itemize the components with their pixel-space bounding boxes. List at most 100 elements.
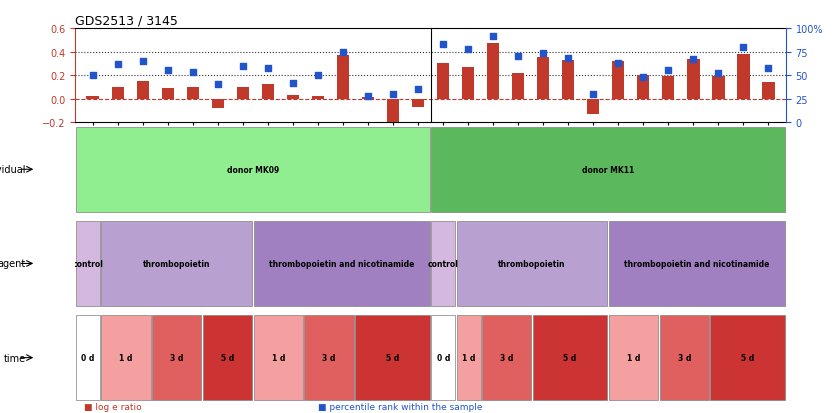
Text: control: control	[73, 259, 104, 268]
Point	[611, 60, 624, 67]
Point	[186, 70, 200, 76]
Text: donor MK09: donor MK09	[227, 165, 279, 174]
FancyBboxPatch shape	[76, 221, 99, 306]
Text: 1 d: 1 d	[120, 353, 133, 362]
Point	[636, 74, 650, 81]
Text: 3 d: 3 d	[170, 353, 183, 362]
Bar	[436, 64, 449, 100]
FancyBboxPatch shape	[609, 221, 785, 306]
Text: agent: agent	[0, 259, 25, 269]
Bar	[612, 62, 624, 100]
Point	[212, 82, 225, 88]
Point	[762, 65, 775, 72]
FancyBboxPatch shape	[101, 221, 252, 306]
Text: thrombopoietin and nicotinamide: thrombopoietin and nicotinamide	[269, 259, 415, 268]
Point	[237, 63, 250, 70]
Point	[686, 57, 700, 63]
Bar	[387, 100, 400, 125]
Bar	[512, 74, 524, 100]
FancyBboxPatch shape	[431, 316, 455, 400]
Text: 1 d: 1 d	[272, 353, 285, 362]
Point	[411, 87, 425, 93]
Bar	[487, 44, 499, 100]
Text: 5 d: 5 d	[742, 353, 754, 362]
Bar	[537, 58, 549, 100]
Bar	[287, 96, 299, 100]
FancyBboxPatch shape	[253, 316, 303, 400]
Bar	[136, 82, 149, 100]
Bar	[186, 88, 199, 100]
Point	[711, 71, 725, 77]
Bar	[737, 55, 750, 100]
Text: 1 d: 1 d	[627, 353, 640, 362]
FancyBboxPatch shape	[101, 316, 150, 400]
Text: ■ percentile rank within the sample: ■ percentile rank within the sample	[318, 402, 482, 411]
Text: individual: individual	[0, 165, 25, 175]
Bar	[362, 98, 375, 100]
FancyBboxPatch shape	[152, 316, 201, 400]
Bar	[712, 77, 725, 100]
Text: GDS2513 / 3145: GDS2513 / 3145	[75, 15, 178, 28]
Bar	[262, 85, 274, 100]
Text: thrombopoietin and nicotinamide: thrombopoietin and nicotinamide	[624, 259, 770, 268]
Point	[261, 65, 274, 72]
Point	[361, 93, 375, 100]
FancyBboxPatch shape	[711, 316, 785, 400]
Text: ■ log e ratio: ■ log e ratio	[84, 402, 141, 411]
Text: 3 d: 3 d	[678, 353, 691, 362]
Bar	[212, 100, 224, 109]
Point	[512, 54, 525, 60]
Point	[161, 68, 175, 74]
Point	[111, 61, 125, 68]
Bar	[86, 97, 99, 100]
Text: time: time	[3, 353, 25, 363]
Point	[487, 33, 500, 40]
Point	[537, 51, 550, 57]
FancyBboxPatch shape	[609, 316, 658, 400]
Text: control: control	[428, 259, 459, 268]
FancyBboxPatch shape	[533, 316, 608, 400]
Bar	[111, 88, 124, 100]
Bar	[161, 89, 174, 100]
Bar	[637, 76, 650, 100]
FancyBboxPatch shape	[431, 221, 455, 306]
FancyBboxPatch shape	[76, 316, 99, 400]
Text: thrombopoietin: thrombopoietin	[143, 259, 211, 268]
FancyBboxPatch shape	[456, 221, 608, 306]
Point	[386, 91, 400, 98]
Point	[286, 80, 299, 87]
Text: 5 d: 5 d	[563, 353, 577, 362]
Bar	[312, 97, 324, 100]
Text: 3 d: 3 d	[323, 353, 336, 362]
FancyBboxPatch shape	[203, 316, 252, 400]
Bar	[762, 83, 775, 100]
Bar	[461, 68, 474, 100]
FancyBboxPatch shape	[660, 316, 709, 400]
Point	[661, 68, 675, 74]
Point	[436, 42, 450, 48]
Text: thrombopoietin: thrombopoietin	[498, 259, 566, 268]
Bar	[237, 88, 249, 100]
Bar	[687, 59, 700, 100]
Point	[461, 46, 475, 53]
Text: 0 d: 0 d	[81, 353, 94, 362]
Bar	[412, 100, 425, 108]
Point	[587, 91, 600, 98]
FancyBboxPatch shape	[456, 316, 481, 400]
Bar	[587, 100, 599, 115]
FancyBboxPatch shape	[253, 221, 430, 306]
Text: 0 d: 0 d	[436, 353, 450, 362]
FancyBboxPatch shape	[355, 316, 430, 400]
Point	[562, 56, 575, 62]
Bar	[337, 56, 349, 100]
Point	[136, 59, 150, 65]
Bar	[562, 61, 574, 100]
Bar	[662, 77, 675, 100]
FancyBboxPatch shape	[431, 128, 785, 212]
Text: 5 d: 5 d	[221, 353, 234, 362]
Point	[311, 73, 324, 79]
FancyBboxPatch shape	[76, 128, 430, 212]
Text: 1 d: 1 d	[462, 353, 476, 362]
Text: 5 d: 5 d	[386, 353, 399, 362]
FancyBboxPatch shape	[304, 316, 354, 400]
